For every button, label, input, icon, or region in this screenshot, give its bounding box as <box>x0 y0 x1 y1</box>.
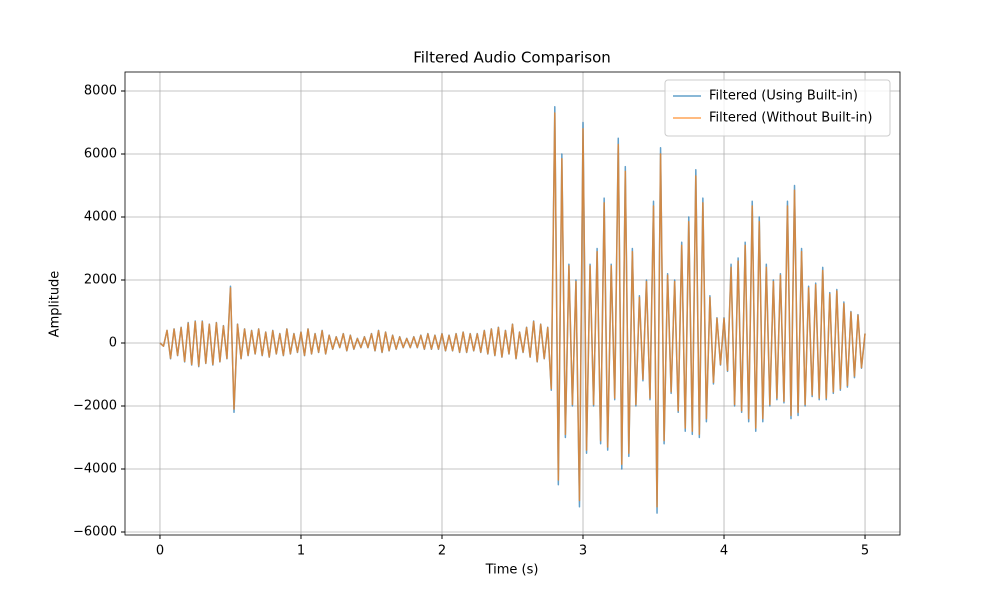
y-tick-label: 0 <box>109 336 117 351</box>
y-tick-label: 4000 <box>84 209 117 224</box>
x-tick-label: 1 <box>297 544 305 559</box>
y-axis-label: Amplitude <box>48 271 63 338</box>
x-tick-label: 3 <box>579 544 587 559</box>
legend-label: Filtered (Using Built-in) <box>709 89 858 104</box>
plot-frame <box>124 71 901 536</box>
legend-box <box>664 79 891 137</box>
x-axis-label: Time (s) <box>485 563 539 578</box>
x-tick-label: 0 <box>156 544 164 559</box>
legend-label: Filtered (Without Built-in) <box>709 111 872 126</box>
y-tick-label: 8000 <box>84 83 117 98</box>
y-tick-label: 6000 <box>84 146 117 161</box>
y-tick-label: −2000 <box>73 399 117 414</box>
x-tick-label: 5 <box>861 544 869 559</box>
chart-title: Filtered Audio Comparison <box>413 49 611 67</box>
y-tick-label: −6000 <box>73 525 117 540</box>
x-tick-label: 4 <box>720 544 728 559</box>
y-tick-label: −4000 <box>73 462 117 477</box>
series-line <box>159 112 866 508</box>
y-tick-label: 2000 <box>84 273 117 288</box>
legend: Filtered (Using Built-in) Filtered (Witho… <box>664 79 891 137</box>
x-tick-label: 2 <box>438 544 446 559</box>
